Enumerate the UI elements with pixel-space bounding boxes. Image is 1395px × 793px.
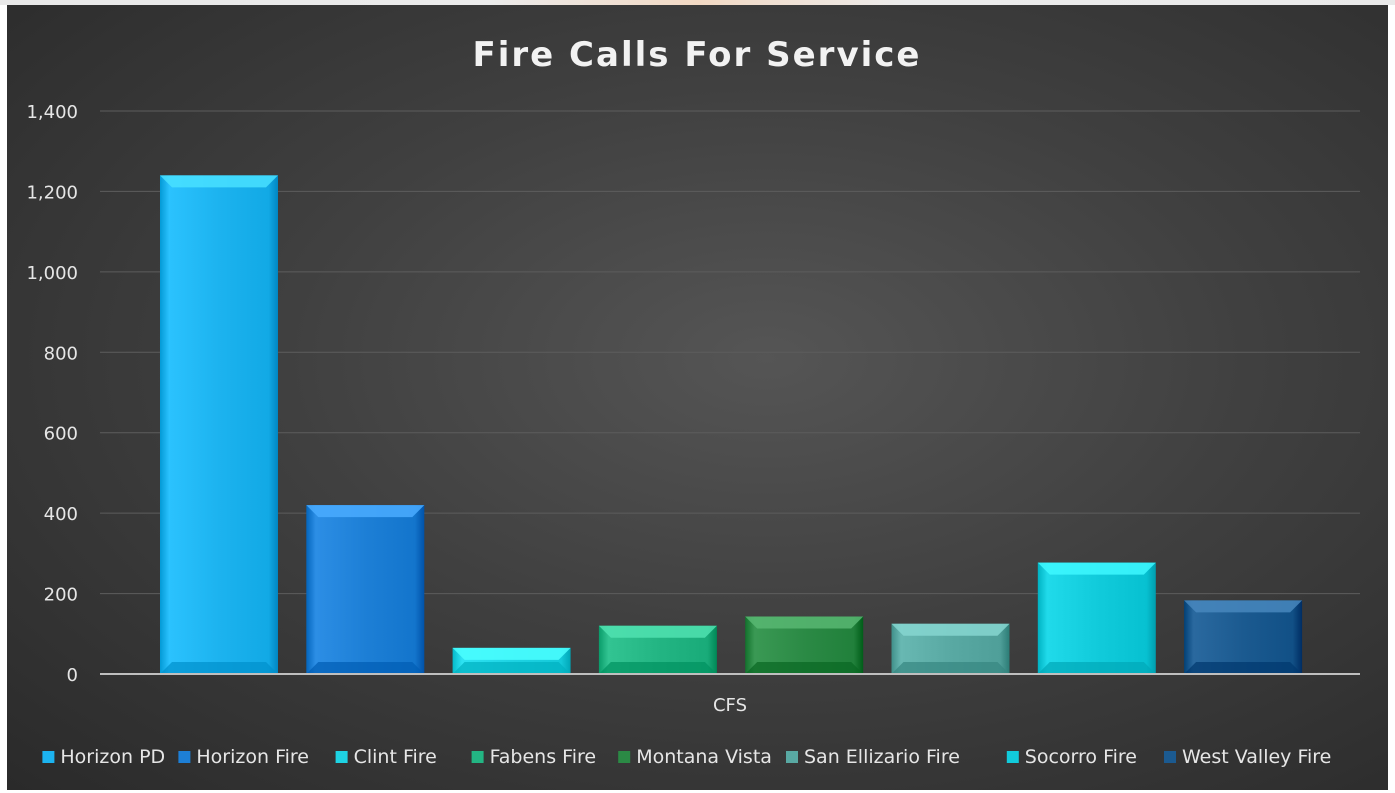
legend-item: Horizon Fire [178, 746, 309, 768]
top-strip [0, 0, 1395, 5]
y-tick-label: 200 [44, 585, 78, 606]
legend-label: Montana Vista [636, 746, 772, 768]
legend-item: Fabens Fire [471, 746, 596, 768]
y-tick-label: 1,400 [26, 102, 78, 123]
y-tick-label: 1,200 [26, 182, 78, 203]
legend-swatch [471, 751, 484, 763]
bar-clint-fire [452, 647, 571, 674]
legend-label: Horizon PD [60, 746, 165, 768]
x-category-label: CFS [713, 695, 747, 716]
legend-label: San Ellizario Fire [804, 746, 960, 768]
legend-swatch [786, 751, 798, 763]
legend-label: West Valley Fire [1182, 746, 1331, 768]
bar-horizon-pd [160, 175, 278, 675]
legend-item: San Ellizario Fire [786, 746, 960, 768]
bar-montana-vista [745, 616, 864, 674]
y-tick-label: 400 [44, 504, 78, 525]
bar-socorro-fire [1037, 562, 1156, 674]
legend-label: Horizon Fire [196, 746, 309, 768]
bar-fabens-fire [598, 625, 717, 674]
bar-west-valley-fire [1184, 600, 1303, 674]
y-tick-label: 800 [44, 343, 78, 364]
y-tick-label: 1,000 [26, 263, 78, 284]
bars [160, 175, 1303, 675]
bar-horizon-fire [306, 505, 425, 674]
legend-item: Socorro Fire [1006, 746, 1137, 768]
legend-item: Clint Fire [335, 746, 437, 768]
legend-swatch [335, 751, 348, 763]
legend-swatch [178, 751, 191, 763]
y-tick-label: 600 [44, 424, 78, 445]
bar-san-ellizario-fire [891, 623, 1010, 674]
gridlines [100, 110, 1360, 595]
legend-swatch [1164, 751, 1176, 763]
x-axis-category-labels: CFS [713, 695, 747, 716]
legend-item: Montana Vista [618, 746, 772, 768]
legend-label: Socorro Fire [1025, 746, 1137, 768]
chart-title: Fire Calls For Service [473, 35, 922, 75]
legend-item: West Valley Fire [1164, 746, 1331, 768]
legend: Horizon PD Horizon Fire Clint Fire Fabens F… [42, 746, 1331, 768]
y-tick-label: 0 [67, 665, 78, 686]
legend-item: Horizon PD [42, 746, 165, 768]
legend-swatch [1006, 751, 1019, 763]
legend-label: Clint Fire [354, 746, 437, 768]
legend-label: Fabens Fire [490, 746, 596, 768]
legend-swatch [618, 751, 631, 763]
y-axis-tick-labels: 0 200 400 600 800 1,000 1,200 1,400 [26, 102, 78, 686]
legend-swatch [42, 751, 55, 763]
